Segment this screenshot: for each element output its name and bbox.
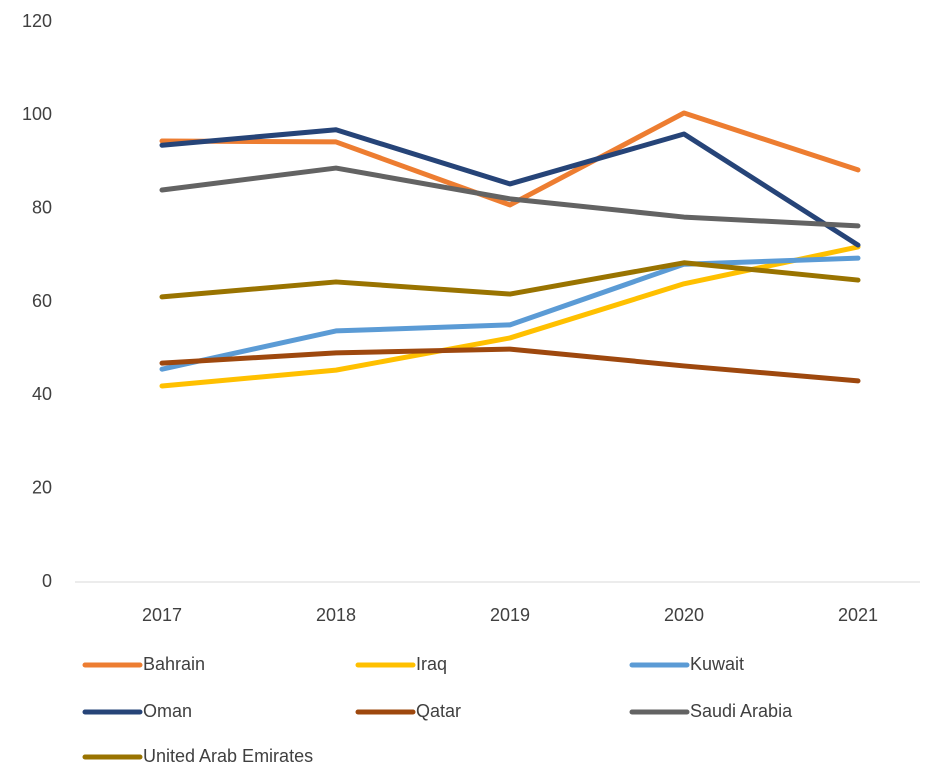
series-line [159, 110, 861, 208]
x-tick-label: 2021 [838, 605, 878, 625]
x-tick-label: 2019 [490, 605, 530, 625]
x-tick-label: 2018 [316, 605, 356, 625]
series-line [159, 260, 861, 300]
x-tick-label: 2017 [142, 605, 182, 625]
y-tick-label: 120 [22, 11, 52, 31]
series-line [159, 244, 861, 389]
series-line [159, 346, 861, 384]
y-tick-label: 20 [32, 477, 52, 497]
series-line [159, 127, 861, 248]
legend-label: Kuwait [690, 654, 744, 674]
legend-label: Oman [143, 701, 192, 721]
x-tick-label: 2020 [664, 605, 704, 625]
series-line [159, 165, 861, 229]
series-line [159, 255, 861, 372]
y-tick-label: 0 [42, 571, 52, 591]
legend-label: Bahrain [143, 654, 205, 674]
y-tick-label: 60 [32, 291, 52, 311]
legend-label: Iraq [416, 654, 447, 674]
legend-label: United Arab Emirates [143, 746, 313, 766]
legend-label: Qatar [416, 701, 461, 721]
y-tick-label: 100 [22, 104, 52, 124]
y-tick-label: 80 [32, 197, 52, 217]
y-tick-label: 40 [32, 384, 52, 404]
legend-label: Saudi Arabia [690, 701, 793, 721]
